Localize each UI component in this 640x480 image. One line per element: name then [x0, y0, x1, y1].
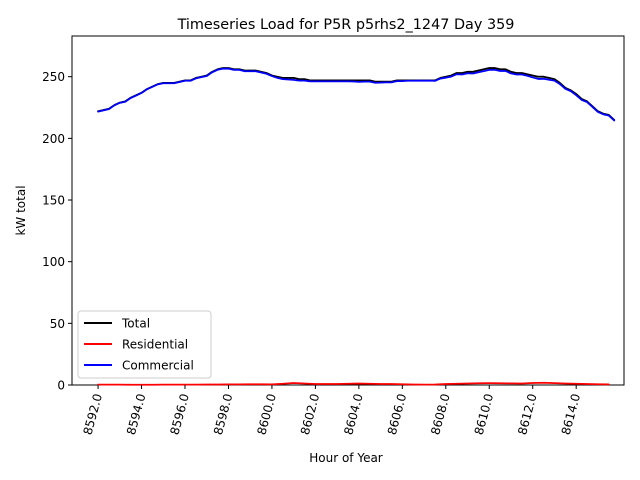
- y-tick-label: 150: [42, 194, 65, 208]
- legend-box: [77, 310, 212, 379]
- series-lines: [97, 67, 616, 386]
- x-axis-label: Hour of Year: [309, 451, 383, 465]
- chart-title: Timeseries Load for P5R p5rhs2_1247 Day …: [177, 17, 515, 33]
- y-tick-label: 100: [42, 255, 65, 269]
- y-tick-label: 0: [57, 379, 65, 393]
- legend-label-commercial: Commercial: [122, 359, 194, 373]
- y-tick-label: 50: [50, 317, 65, 331]
- legend-label-total: Total: [121, 317, 150, 331]
- plot-area: [71, 35, 625, 386]
- y-tick-label: 200: [42, 132, 65, 146]
- series-line-commercial: [97, 67, 616, 122]
- y-axis-ticks: 0 50 100 150 200 250: [42, 70, 72, 393]
- legend: Total Residential Commercial: [77, 310, 212, 379]
- legend-label-residential: Residential: [122, 338, 188, 352]
- y-axis-label: kW total: [14, 185, 28, 235]
- series-line-residential: [97, 381, 610, 386]
- y-tick-label: 250: [42, 70, 65, 84]
